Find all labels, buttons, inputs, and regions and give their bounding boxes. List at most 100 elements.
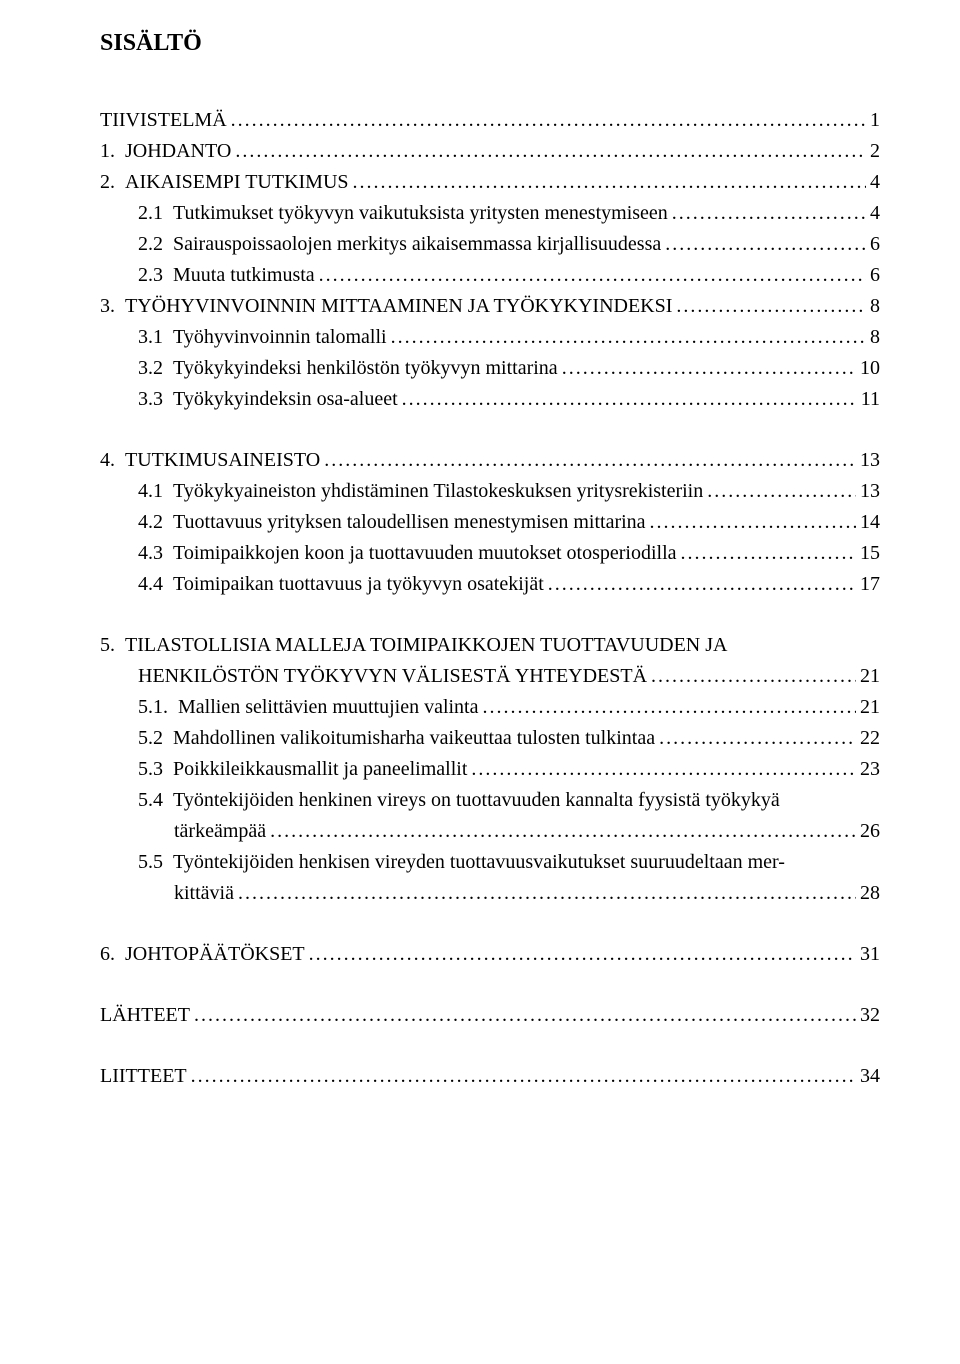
toc-entry: 5.5 Työntekijöiden henkisen vireyden tuo…	[100, 847, 880, 909]
toc-entry-page: 31	[860, 939, 880, 970]
toc-entry: 2.2 Sairauspoissaolojen merkitys aikaise…	[100, 229, 880, 260]
toc-entry-number: 4.3	[100, 538, 173, 569]
toc-entry: 4. TUTKIMUSAINEISTO.....................…	[100, 445, 880, 476]
toc-leader-dots: ........................................…	[483, 692, 857, 723]
toc-entry-label: Työkykyindeksin osa-alueet	[173, 384, 398, 415]
toc-entry-number: 1.	[100, 136, 125, 167]
toc-leader-dots: ........................................…	[235, 136, 866, 167]
toc-leader-dots: ........................................…	[324, 445, 856, 476]
toc-entry-page: 1	[870, 105, 880, 136]
toc-entry-label: TYÖHYVINVOINNIN MITTAAMINEN JA TYÖKYKYIN…	[125, 291, 672, 322]
toc-leader-dots: ........................................…	[562, 353, 856, 384]
toc-entry-label: Tuottavuus yrityksen taloudellisen menes…	[173, 507, 646, 538]
toc-leader-dots: ........................................…	[659, 723, 856, 754]
toc-entry: 3.3 Työkykyindeksin osa-alueet..........…	[100, 384, 880, 415]
toc-entry-page: 21	[860, 692, 880, 723]
toc-entry-label: TIIVISTELMÄ	[100, 105, 227, 136]
toc-leader-dots: ........................................…	[191, 1061, 856, 1092]
toc-entry-label: Työhyvinvoinnin talomalli	[173, 322, 387, 353]
toc-entry: 2. AIKAISEMPI TUTKIMUS..................…	[100, 167, 880, 198]
toc-entry-label: LIITTEET	[100, 1061, 187, 1092]
toc-entry-label: Työntekijöiden henkisen vireyden tuottav…	[173, 847, 880, 878]
toc-entry-number: 2.3	[100, 260, 173, 291]
toc-entry-page: 23	[860, 754, 880, 785]
toc-entry-page: 8	[870, 291, 880, 322]
toc-entry-page: 13	[860, 476, 880, 507]
toc-entry-number: 2.2	[100, 229, 173, 260]
toc-entry-label: Työkykyindeksi henkilöstön työkyvyn mitt…	[173, 353, 558, 384]
toc-leader-dots: ........................................…	[391, 322, 866, 353]
toc-leader-dots: ........................................…	[471, 754, 856, 785]
toc-entry-page: 8	[870, 322, 880, 353]
toc-entry-label: Mallien selittävien muuttujien valinta	[178, 692, 479, 723]
toc-entry: TIIVISTELMÄ.............................…	[100, 105, 880, 136]
toc-entry-page: 17	[860, 569, 880, 600]
toc-entry-page: 34	[860, 1061, 880, 1092]
toc-leader-dots: ........................................…	[319, 260, 866, 291]
toc-leader-dots: ........................................…	[353, 167, 866, 198]
toc-entry-label: Toimipaikan tuottavuus ja työkyvyn osate…	[173, 569, 544, 600]
toc-entry-label: JOHDANTO	[125, 136, 231, 167]
toc-entry-label: Mahdollinen valikoitumisharha vaikeuttaa…	[173, 723, 655, 754]
toc-entry-number: 5.2	[100, 723, 173, 754]
toc-entry-label: TILASTOLLISIA MALLEJA TOIMIPAIKKOJEN TUO…	[125, 630, 880, 661]
toc-leader-dots: ........................................…	[672, 198, 866, 229]
toc-entry: 4.3 Toimipaikkojen koon ja tuottavuuden …	[100, 538, 880, 569]
toc-entry: 5.3 Poikkileikkausmallit ja paneelimalli…	[100, 754, 880, 785]
toc-entry: 5. TILASTOLLISIA MALLEJA TOIMIPAIKKOJEN …	[100, 630, 880, 692]
toc-entry-label: AIKAISEMPI TUTKIMUS	[125, 167, 349, 198]
toc-leader-dots: ........................................…	[238, 878, 856, 909]
toc-entry-number: 4.2	[100, 507, 173, 538]
toc-entry: 5.4 Työntekijöiden henkinen vireys on tu…	[100, 785, 880, 847]
toc-entry-page: 4	[870, 167, 880, 198]
toc-entry: 3.1 Työhyvinvoinnin talomalli...........…	[100, 322, 880, 353]
toc-entry-label-continuation: HENKILÖSTÖN TYÖKYVYN VÄLISESTÄ YHTEYDEST…	[100, 661, 647, 692]
document-page: SISÄLTÖ TIIVISTELMÄ.....................…	[0, 0, 960, 1132]
toc-entry-number: 4.4	[100, 569, 173, 600]
toc-entry-label: Työntekijöiden henkinen vireys on tuotta…	[173, 785, 880, 816]
toc-entry-number: 4.	[100, 445, 125, 476]
toc-leader-dots: ........................................…	[231, 105, 866, 136]
toc-leader-dots: ........................................…	[548, 569, 856, 600]
toc-entry: 6. JOHTOPÄÄTÖKSET.......................…	[100, 939, 880, 970]
toc-leader-dots: ........................................…	[676, 291, 866, 322]
toc-entry: LÄHTEET.................................…	[100, 1000, 880, 1031]
toc-entry-number: 2.1	[100, 198, 173, 229]
page-title: SISÄLTÖ	[100, 30, 880, 57]
toc-entry-number: 3.1	[100, 322, 173, 353]
toc-entry-label: TUTKIMUSAINEISTO	[125, 445, 320, 476]
toc-entry-number: 3.	[100, 291, 125, 322]
toc-entry: 5.2 Mahdollinen valikoitumisharha vaikeu…	[100, 723, 880, 754]
toc-leader-dots: ........................................…	[194, 1000, 856, 1031]
toc-entry-page: 14	[860, 507, 880, 538]
toc-entry-label: Työkykyaineiston yhdistäminen Tilastokes…	[173, 476, 703, 507]
toc-entry-page: 28	[860, 878, 880, 909]
toc-entry-number: 5.5	[100, 847, 173, 878]
toc-entry: 2.3 Muuta tutkimusta....................…	[100, 260, 880, 291]
toc-entry-number: 3.3	[100, 384, 173, 415]
toc-entry-page: 10	[860, 353, 880, 384]
toc-entry: 3.2 Työkykyindeksi henkilöstön työkyvyn …	[100, 353, 880, 384]
toc-entry: 4.4 Toimipaikan tuottavuus ja työkyvyn o…	[100, 569, 880, 600]
toc-entry: 4.2 Tuottavuus yrityksen taloudellisen m…	[100, 507, 880, 538]
toc-entry-number: 5.3	[100, 754, 173, 785]
toc-entry: 3. TYÖHYVINVOINNIN MITTAAMINEN JA TYÖKYK…	[100, 291, 880, 322]
toc-entry: 4.1 Työkykyaineiston yhdistäminen Tilast…	[100, 476, 880, 507]
toc-entry-number: 3.2	[100, 353, 173, 384]
toc-entry-page: 22	[860, 723, 880, 754]
toc-entry-number: 5.	[100, 630, 125, 661]
toc-leader-dots: ........................................…	[651, 661, 856, 692]
toc-entry-page: 15	[860, 538, 880, 569]
toc-leader-dots: ........................................…	[665, 229, 866, 260]
toc-entry-page: 26	[860, 816, 880, 847]
toc-entry-number: 5.1.	[100, 692, 178, 723]
toc-entry-page: 21	[860, 661, 880, 692]
toc-entry-page: 6	[870, 260, 880, 291]
toc-entry-page: 2	[870, 136, 880, 167]
toc-entry-label-continuation: tärkeämpää	[100, 816, 266, 847]
toc-entry-label: Toimipaikkojen koon ja tuottavuuden muut…	[173, 538, 677, 569]
toc-entry-label: JOHTOPÄÄTÖKSET	[125, 939, 305, 970]
toc-entry-page: 13	[860, 445, 880, 476]
toc-entry-number: 5.4	[100, 785, 173, 816]
toc-entry-page: 32	[860, 1000, 880, 1031]
